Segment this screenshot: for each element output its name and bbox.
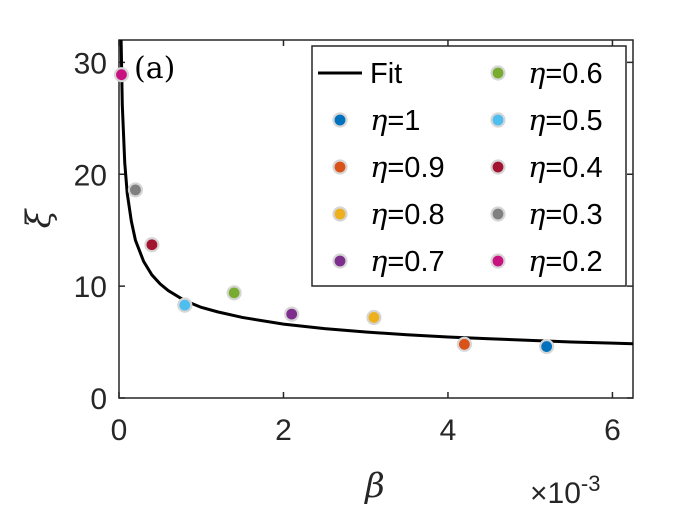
y-tick-label: 20 [74,159,107,192]
legend-label: η=0.4 [528,150,603,184]
legend-fit-label: Fit [370,58,402,90]
data-point [144,237,160,253]
legend-marker [332,159,348,175]
fit-curve-group [119,40,633,346]
x-tick-label: 6 [604,414,621,447]
x-tick-label: 2 [275,414,292,447]
plot-axes: 0 2 4 6 0 10 20 30 [74,39,634,447]
legend-marker [490,65,506,81]
y-tick-label: 30 [74,47,107,80]
data-point [284,306,300,322]
legend-label: η=0.5 [528,103,603,137]
legend-marker [332,112,348,128]
legend-marker [332,253,348,269]
legend-label: η=1 [370,103,420,137]
y-tick-label: 0 [90,383,107,416]
legend-marker [332,206,348,222]
data-point [456,336,473,352]
data-point [366,309,382,326]
x-exponent-label: ×10-3 [530,471,600,510]
legend-marker [490,159,506,175]
legend-label: η=0.8 [370,197,445,231]
axis-labels: β ξ (a) ×10-3 [19,51,600,510]
legend-label: η=0.2 [528,244,603,278]
y-tick-label: 10 [74,271,107,304]
legend-label: η=0.6 [528,56,603,90]
fit-curve [119,40,633,346]
legend-label: η=0.3 [528,197,603,231]
legend-marker [490,253,506,269]
legend-marker [490,112,506,128]
y-axis-label: ξ [19,207,59,228]
x-tick-label: 4 [440,414,457,447]
x-axis-label: β [363,466,385,506]
legend-marker [490,206,506,222]
data-point [226,285,242,301]
legend-box [311,45,627,287]
data-point [113,67,130,83]
legend-label: η=0.9 [370,150,445,184]
x-tick-label: 0 [111,414,128,447]
panel-label: (a) [134,51,175,86]
data-point [177,297,193,313]
data-point [127,182,144,198]
data-points [113,67,555,355]
plot-frame [118,39,634,399]
legend: Fit η=1 η=0.9 η=0.8 η=0.7 η=0.6 η=0.5 η=0.4 η=0.… [311,45,627,287]
data-point [539,338,555,355]
legend-label: η=0.7 [370,244,445,278]
